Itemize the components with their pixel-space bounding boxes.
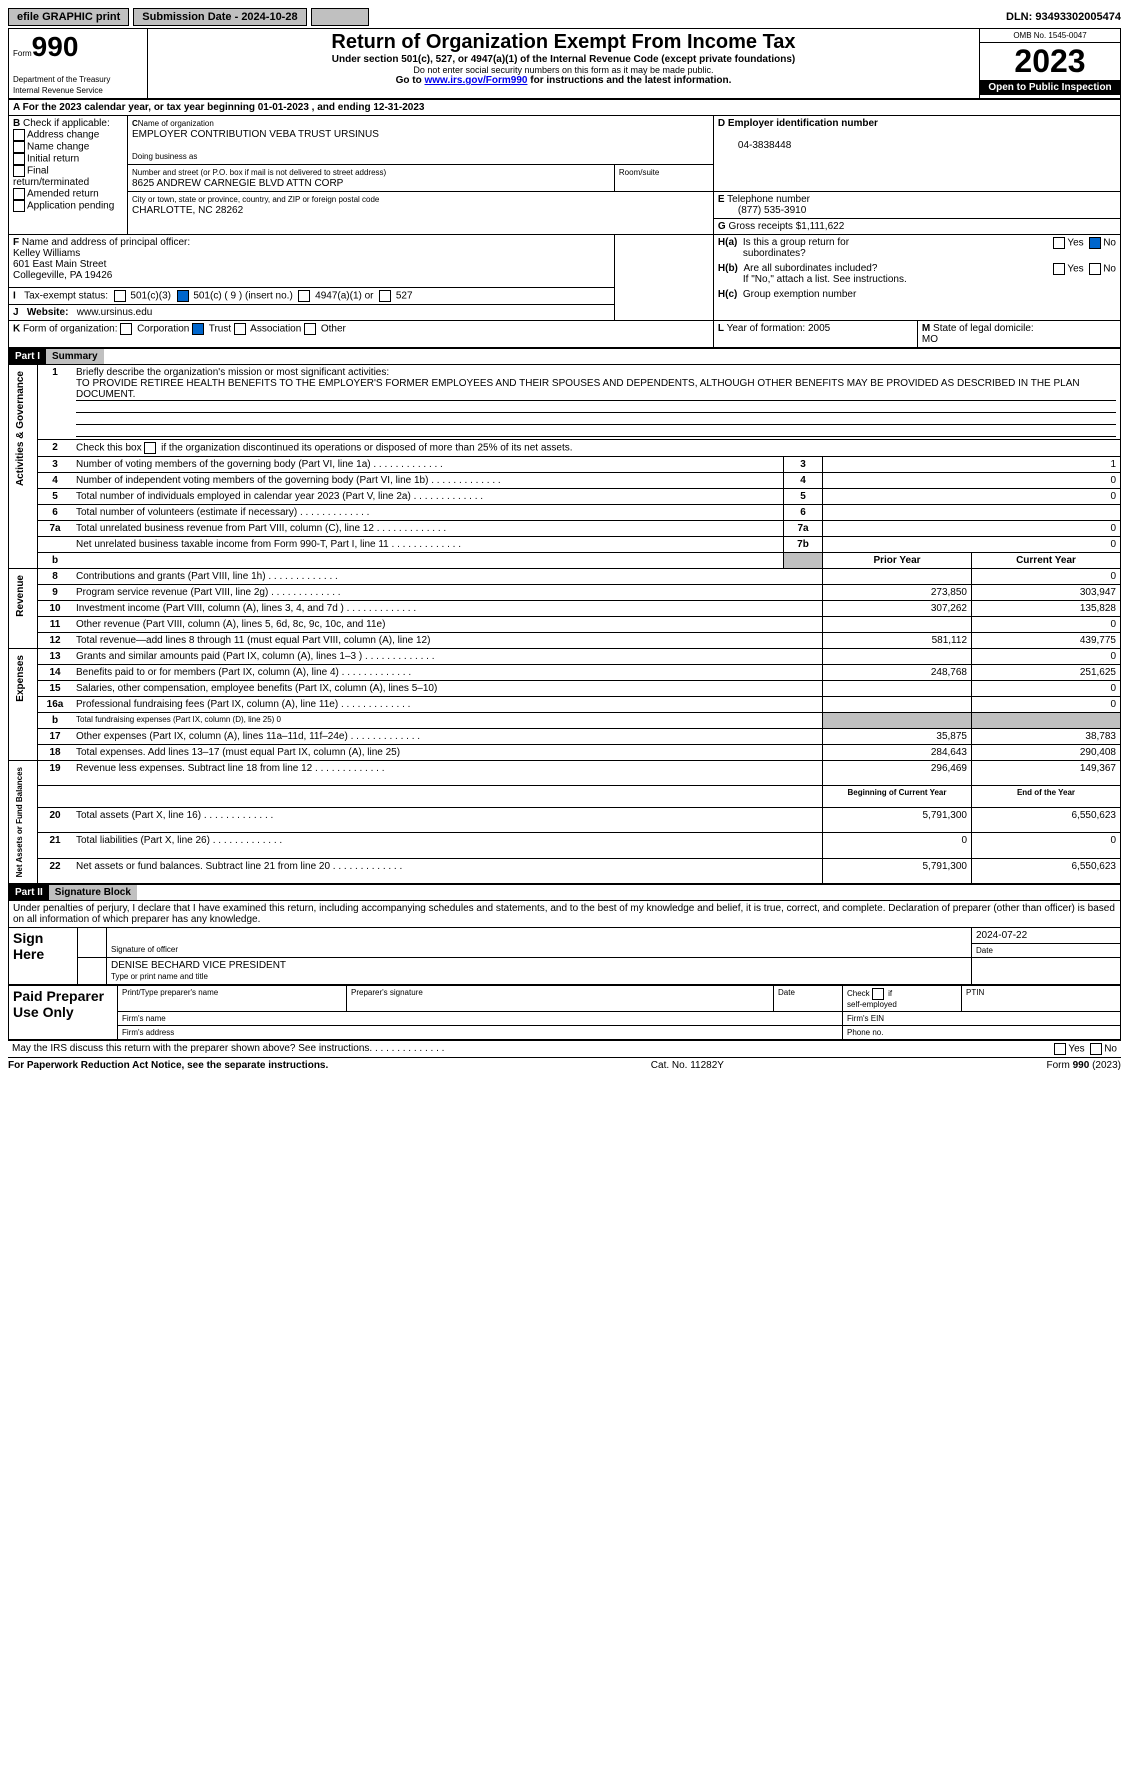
cb-501c[interactable]: ✓	[177, 290, 189, 302]
efile-btn[interactable]: efile GRAPHIC print	[8, 8, 129, 26]
l7a-val: 0	[823, 520, 1121, 536]
d-label: D	[718, 118, 725, 129]
website: www.ursinus.edu	[77, 307, 153, 318]
header-table: Form990 Department of the Treasury Inter…	[8, 28, 1121, 99]
cb-discuss-no[interactable]	[1090, 1043, 1102, 1055]
partii-num: Part II	[9, 885, 49, 900]
irs-link[interactable]: www.irs.gov/Form990	[424, 75, 527, 86]
blank-btn[interactable]	[311, 8, 369, 26]
cb-discontinued[interactable]	[144, 442, 156, 454]
omb: OMB No. 1545-0047	[980, 29, 1120, 43]
end-hdr: End of the Year	[972, 785, 1121, 807]
cb-init[interactable]	[13, 153, 25, 165]
prior-hdr: Prior Year	[823, 552, 972, 568]
city: CHARLOTTE, NC 28262	[132, 205, 243, 216]
cb-4947[interactable]	[298, 290, 310, 302]
partii-title: Signature Block	[49, 885, 137, 900]
line-a: A For the 2023 calendar year, or tax yea…	[9, 100, 1121, 116]
preparer-table: Paid Preparer Use Only Print/Type prepar…	[8, 985, 1121, 1040]
sect-exp: Expenses	[13, 651, 28, 706]
open-inspect: Open to Public Inspection	[980, 80, 1120, 95]
l5-val: 0	[823, 488, 1121, 504]
parti-title: Summary	[46, 349, 104, 364]
cb-selfemp[interactable]	[872, 988, 884, 1000]
f-label: F	[13, 237, 19, 248]
hdr-sub: Under section 501(c), 527, or 4947(a)(1)…	[152, 54, 975, 65]
l4-val: 0	[823, 472, 1121, 488]
sect-ag: Activities & Governance	[13, 367, 28, 490]
l3-val: 1	[823, 456, 1121, 472]
sect-rev: Revenue	[13, 571, 28, 621]
form-990: 990	[32, 31, 79, 62]
g-label: G	[718, 221, 726, 232]
catno: Cat. No. 11282Y	[651, 1060, 724, 1071]
e-label: E	[718, 194, 725, 205]
cb-final[interactable]	[13, 165, 25, 177]
subdate-btn[interactable]: Submission Date - 2024-10-28	[133, 8, 306, 26]
cb-501c3[interactable]	[114, 290, 126, 302]
cb-527[interactable]	[379, 290, 391, 302]
dept: Department of the Treasury	[13, 75, 110, 84]
officer: Kelley Williams	[13, 248, 80, 259]
cb-assoc[interactable]	[234, 323, 246, 335]
summary-table: Activities & Governance 1 Briefly descri…	[8, 364, 1121, 884]
hb-yes[interactable]	[1053, 263, 1065, 275]
ha-yes[interactable]	[1053, 237, 1065, 249]
parti-num: Part I	[9, 349, 46, 364]
org-name: EMPLOYER CONTRIBUTION VEBA TRUST URSINUS	[132, 129, 379, 140]
cb-addr[interactable]	[13, 129, 25, 141]
cb-other[interactable]	[304, 323, 316, 335]
l-label: L	[718, 323, 724, 334]
hdr-title: Return of Organization Exempt From Incom…	[152, 31, 975, 54]
cb-discuss-yes[interactable]	[1054, 1043, 1066, 1055]
hb-no[interactable]	[1089, 263, 1101, 275]
tel: (877) 535-3910	[718, 205, 806, 216]
l7b-val: 0	[823, 536, 1121, 552]
l6-val	[823, 504, 1121, 520]
ein: 04-3838448	[718, 140, 791, 151]
i-label: I	[13, 290, 16, 301]
cb-amend[interactable]	[13, 188, 25, 200]
form-word: Form	[13, 49, 32, 58]
sign-table: Sign Here 2024-07-22 Signature of office…	[8, 927, 1121, 985]
officer-name: DENISE BECHARD VICE PRESIDENT	[111, 960, 286, 971]
m-label: M	[922, 323, 930, 334]
year: 2023	[980, 43, 1120, 80]
beg-hdr: Beginning of Current Year	[823, 785, 972, 807]
paid-title: Paid Preparer Use Only	[9, 985, 118, 1039]
domicile: MO	[922, 334, 938, 345]
sign-date: 2024-07-22	[972, 927, 1121, 943]
sect-net: Net Assets or Fund Balances	[13, 763, 26, 881]
dln: DLN: 93493302005474	[1006, 11, 1121, 23]
cb-name[interactable]	[13, 141, 25, 153]
footer-table: May the IRS discuss this return with the…	[8, 1040, 1121, 1058]
irs: Internal Revenue Service	[13, 86, 103, 95]
declaration: Under penalties of perjury, I declare th…	[8, 900, 1121, 927]
street: 8625 ANDREW CARNEGIE BLVD ATTN CORP	[132, 178, 343, 189]
pra: For Paperwork Reduction Act Notice, see …	[8, 1060, 328, 1071]
j-label: J	[13, 307, 19, 318]
cb-app[interactable]	[13, 200, 25, 212]
cb-trust[interactable]: ✓	[192, 323, 204, 335]
cur-hdr: Current Year	[972, 552, 1121, 568]
topbar: efile GRAPHIC print Submission Date - 20…	[8, 8, 1121, 26]
ha-no[interactable]: ✓	[1089, 237, 1101, 249]
b-label: B	[13, 118, 20, 129]
sign-here: Sign Here	[9, 927, 78, 984]
yr-formation: 2005	[808, 323, 830, 334]
section-a-m: A For the 2023 calendar year, or tax yea…	[8, 99, 1121, 348]
form-foot: Form 990 (2023)	[1047, 1060, 1121, 1071]
hdr-goto: Go to www.irs.gov/Form990 for instructio…	[152, 75, 975, 86]
gross: 1,111,622	[801, 221, 844, 232]
mission: TO PROVIDE RETIREE HEALTH BENEFITS TO TH…	[76, 378, 1116, 401]
cb-corp[interactable]	[120, 323, 132, 335]
k-label: K	[13, 323, 20, 334]
hdr-ssn: Do not enter social security numbers on …	[152, 65, 975, 75]
